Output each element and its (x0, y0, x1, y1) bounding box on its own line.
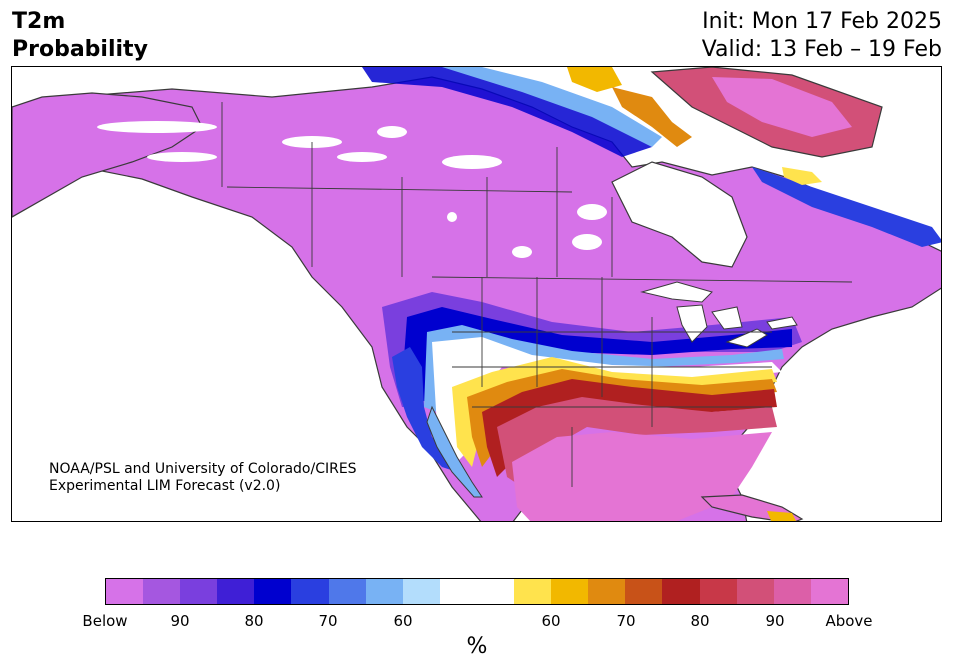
colorbar-tick-label: Below (82, 612, 128, 630)
greenland-interior (712, 77, 852, 137)
colorbar-segment (180, 579, 218, 604)
arctic-light-band (442, 67, 662, 147)
forecast-map (11, 66, 942, 522)
colorbar-tick-label: 80 (244, 612, 264, 630)
colorbar-tick-label: 60 (393, 612, 413, 630)
colorbar-tick-label: 70 (318, 612, 338, 630)
colorbar-tick-label: 90 (170, 612, 190, 630)
attribution: NOAA/PSL and University of Colorado/CIRE… (49, 461, 357, 495)
colorbar-segment (254, 579, 292, 604)
us-warm-band-rose (497, 397, 777, 487)
colorbar-segment (736, 579, 774, 604)
colorbar-segment (402, 579, 440, 604)
colorbar-segment (328, 579, 366, 604)
forecast-dates: Init: Mon 17 Feb 2025 Valid: 13 Feb – 19… (702, 8, 942, 64)
near-normal-patches (97, 121, 607, 258)
colorbar-segment (476, 579, 515, 604)
map-canvas (12, 67, 941, 521)
labrador-warm (782, 167, 822, 185)
baja-peninsula (426, 405, 483, 498)
arctic-warm-spot (567, 67, 622, 92)
colorbar-segment (625, 579, 663, 604)
colorbar-segment (106, 579, 144, 604)
colorbar-segment (514, 579, 552, 604)
credit-line-2: Experimental LIM Forecast (v2.0) (49, 478, 281, 494)
product-label: Probability (12, 37, 148, 62)
colorbar-segment (662, 579, 700, 604)
great-lakes (640, 281, 798, 348)
colorbar-segment (217, 579, 255, 604)
colorbar-tick-label: 60 (541, 612, 561, 630)
variable-label: T2m (12, 9, 66, 34)
arctic-cold-band (362, 67, 652, 157)
us-cold-band-light (424, 325, 784, 412)
colorbar-tick-label: 70 (616, 612, 636, 630)
cuba-warm (767, 511, 796, 521)
colorbar-segment (551, 579, 589, 604)
us-near-normal-stripe (432, 337, 782, 467)
colorbar-tick-label: Above (825, 612, 873, 630)
colorbar-tick-label: 80 (690, 612, 710, 630)
colorbar-segment (773, 579, 811, 604)
admin-boundaries (221, 102, 853, 487)
baffin-warm (612, 87, 692, 147)
colorbar-segment (810, 579, 848, 604)
colorbar-unit: % (466, 634, 488, 659)
labrador-cold (752, 167, 941, 247)
colorbar-segment (143, 579, 181, 604)
valid-range: Valid: 13 Feb – 19 Feb (701, 37, 942, 62)
west-coast-cold (392, 347, 457, 472)
colorbar-segment (439, 579, 477, 604)
map-title: T2m Probability (12, 8, 148, 64)
hudson-bay (611, 161, 748, 268)
colorbar-tick-label: 90 (765, 612, 785, 630)
probability-colorbar (105, 578, 849, 605)
us-cold-band-core (404, 307, 792, 402)
colorbar-segment (291, 579, 329, 604)
colorbar-segment (365, 579, 403, 604)
init-date: Init: Mon 17 Feb 2025 (702, 9, 942, 34)
colorbar-segment (699, 579, 737, 604)
colorbar-segment (588, 579, 626, 604)
credit-line-1: NOAA/PSL and University of Colorado/CIRE… (49, 461, 357, 477)
